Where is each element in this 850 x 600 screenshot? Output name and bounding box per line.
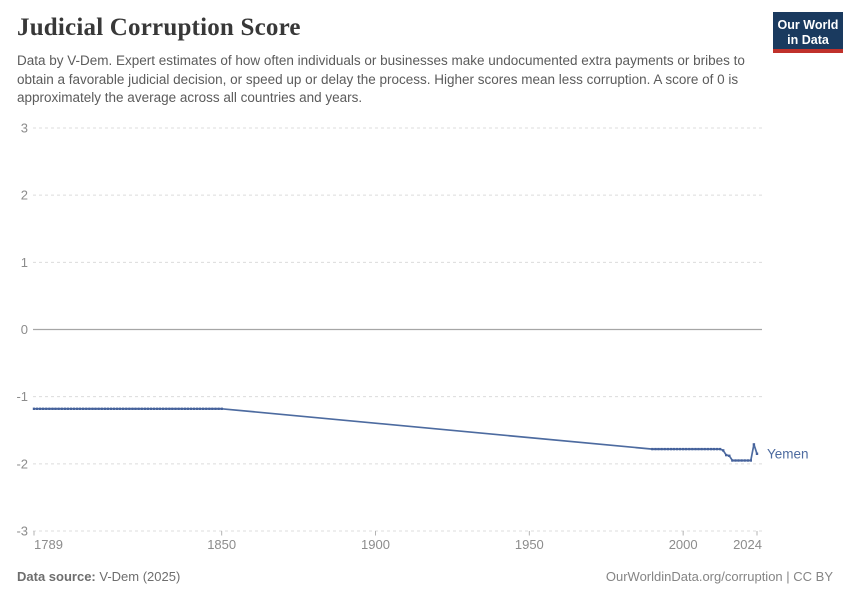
data-source-value: V-Dem (2025) (95, 569, 181, 584)
chart-footer: Data source: V-Dem (2025) OurWorldinData… (17, 569, 833, 584)
page-title: Judicial Corruption Score (17, 14, 301, 41)
y-gridlines (33, 127, 762, 532)
series-line (34, 407, 758, 462)
y-axis-labels: 3 2 1 0 -1 -2 -3 (16, 121, 28, 539)
svg-text:3: 3 (21, 121, 28, 136)
owid-logo-text-line2: in Data (787, 32, 829, 47)
chart-subtitle: Data by V-Dem. Expert estimates of how o… (17, 53, 745, 105)
data-source-label: Data source: (17, 569, 96, 584)
svg-text:2000: 2000 (669, 537, 698, 552)
credit-link[interactable]: OurWorldinData.org/corruption | CC BY (605, 569, 833, 584)
series-end-label[interactable]: Yemen (767, 446, 809, 461)
svg-text:-2: -2 (16, 456, 28, 471)
data-source: Data source: V-Dem (2025) (17, 569, 180, 584)
svg-text:-1: -1 (16, 389, 28, 404)
series-markers (32, 407, 759, 462)
svg-text:1789: 1789 (34, 537, 63, 552)
owid-logo: Our World in Data (773, 12, 843, 53)
x-axis: 1789 1850 1900 1950 2000 2024 (33, 531, 762, 552)
svg-text:1850: 1850 (207, 537, 236, 552)
svg-text:0: 0 (21, 322, 28, 337)
svg-text:-3: -3 (16, 524, 28, 539)
svg-text:2024: 2024 (733, 537, 762, 552)
svg-text:1950: 1950 (515, 537, 544, 552)
svg-text:1: 1 (21, 255, 28, 270)
owid-logo-text-line1: Our World (777, 17, 839, 32)
owid-logo-accent-bar (773, 49, 843, 53)
svg-text:1900: 1900 (361, 537, 390, 552)
svg-text:2: 2 (21, 188, 28, 203)
svg-text:Yemen: Yemen (767, 446, 809, 461)
